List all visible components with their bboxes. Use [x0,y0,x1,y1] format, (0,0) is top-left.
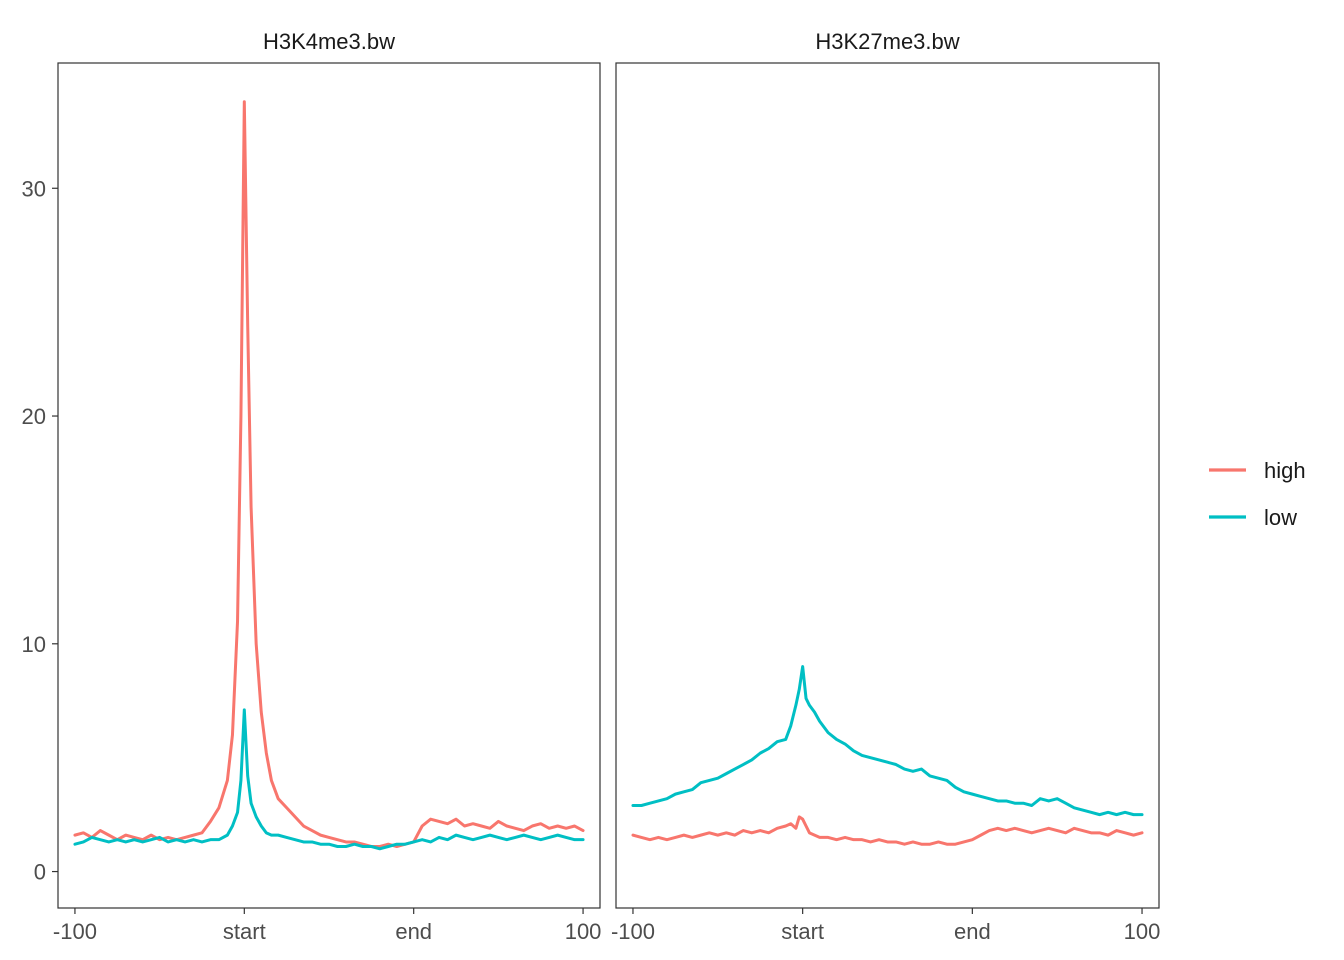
legend-item: high [1209,458,1306,483]
x-tick-label: -100 [53,919,97,944]
y-tick-label: 20 [22,404,46,429]
y-tick-label: 10 [22,632,46,657]
x-tick-label: -100 [611,919,655,944]
x-tick-label: 100 [565,919,602,944]
facet-title: H3K4me3.bw [263,29,395,54]
series-line-high [73,100,585,848]
facet-title: H3K27me3.bw [815,29,959,54]
series-line-low [73,708,585,851]
facet-panels: H3K4me3.bw -100 start end 100 0 10 20 30 H3K27me3… [22,29,1161,944]
x-tick-label: start [223,919,266,944]
facet-panel: H3K27me3.bw -100 start end 100 [611,29,1160,944]
panel-border [57,62,601,909]
x-tick-label: 100 [1124,919,1161,944]
legend-item: low [1209,505,1297,530]
x-tick-label: start [781,919,824,944]
y-tick-label: 30 [22,176,46,201]
x-tick-label: end [954,919,991,944]
facet-panel: H3K4me3.bw -100 start end 100 0 10 20 30 [22,29,602,944]
series-line-high [631,815,1144,846]
series-line-low [631,665,1144,817]
panel-border [615,62,1160,909]
x-tick-label: end [395,919,432,944]
legend: high low [1209,458,1306,530]
legend-label: low [1264,505,1297,530]
y-tick-label: 0 [34,860,46,885]
legend-label: high [1264,458,1306,483]
